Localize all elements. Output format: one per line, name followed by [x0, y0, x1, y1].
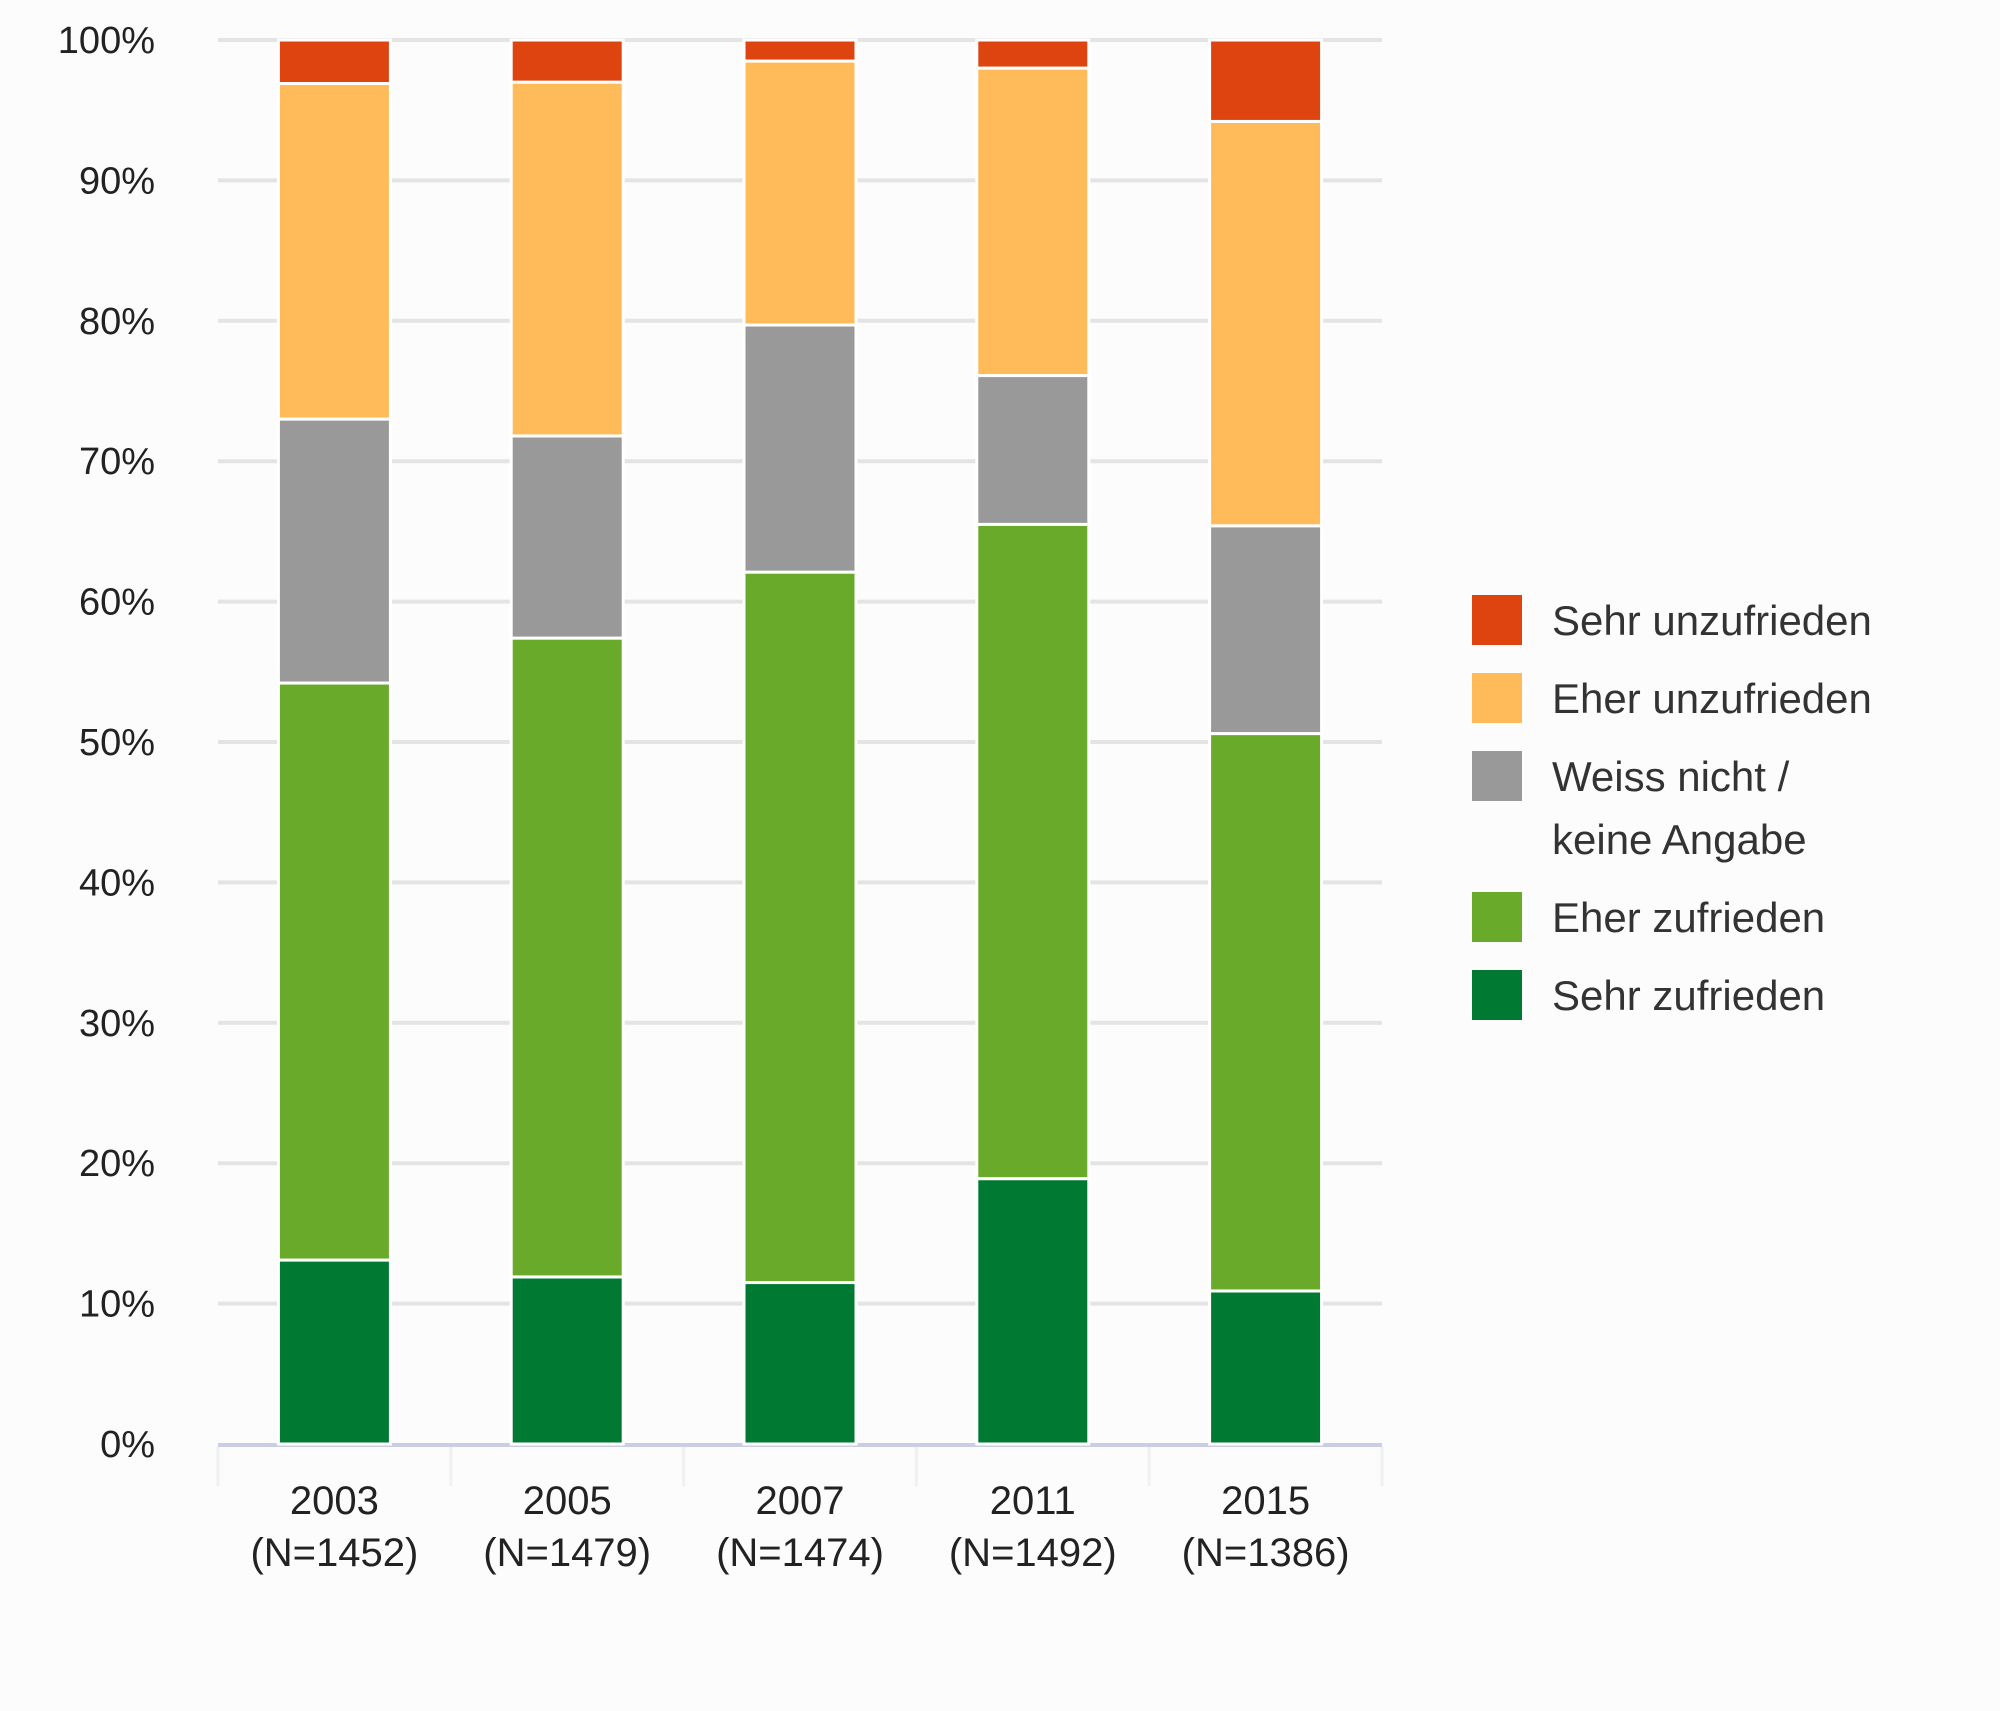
x-category-year: 2005	[523, 1479, 612, 1523]
y-tick-label: 50%	[79, 722, 155, 764]
x-category-n: (N=1479)	[483, 1531, 651, 1575]
bar-segment-sehr-zufrieden-2015	[1208, 1289, 1324, 1446]
axes: 0% 10% 20% 30% 40% 50% 60% 70% 80% 90% 100%	[58, 20, 1384, 1486]
y-tick-label: 100%	[58, 20, 155, 62]
bar-segment-sehr-unzufrieden-2015	[1208, 38, 1324, 123]
legend-label-eher-unzufrieden: Eher unzufrieden	[1552, 675, 1872, 722]
legend-swatch-weiss-nicht-keine-angabe	[1472, 751, 1522, 801]
y-tick-label: 0%	[100, 1424, 155, 1466]
x-category-year: 2011	[990, 1479, 1076, 1523]
y-tick-label: 40%	[79, 862, 155, 904]
bar-segment-sehr-zufrieden-2011	[975, 1177, 1091, 1446]
y-tick-label: 20%	[79, 1143, 155, 1185]
x-category-year: 2007	[756, 1479, 845, 1523]
bar-segment-eher-unzufrieden-2007	[742, 59, 858, 327]
bar-segment-sehr-unzufrieden-2005	[509, 38, 625, 84]
y-tick-label: 70%	[79, 441, 155, 483]
bar-segment-weiss-nicht-keine-angabe-2015	[1208, 524, 1324, 736]
bar-segment-sehr-unzufrieden-2007	[742, 38, 858, 63]
legend-swatch-sehr-zufrieden	[1472, 970, 1522, 1020]
y-tick-label: 60%	[79, 582, 155, 624]
legend-swatch-eher-zufrieden	[1472, 892, 1522, 942]
legend-swatch-eher-unzufrieden	[1472, 673, 1522, 723]
bar-segment-sehr-zufrieden-2007	[742, 1281, 858, 1446]
bar-segment-weiss-nicht-keine-angabe-2011	[975, 374, 1091, 526]
legend-label-sehr-unzufrieden: Sehr unzufrieden	[1552, 597, 1872, 644]
bar-segment-eher-unzufrieden-2015	[1208, 119, 1324, 528]
bar-segment-eher-zufrieden-2003	[276, 681, 392, 1262]
y-tick-label: 80%	[79, 301, 155, 343]
bar-segment-eher-unzufrieden-2011	[975, 66, 1091, 378]
legend-label-weiss-nicht-keine-angabe: keine Angabe	[1552, 816, 1807, 863]
bar-segment-sehr-zufrieden-2005	[509, 1275, 625, 1446]
bar-segment-eher-unzufrieden-2005	[509, 80, 625, 438]
y-tick-label: 90%	[79, 160, 155, 202]
x-category-year: 2003	[290, 1479, 379, 1523]
x-category-n: (N=1452)	[250, 1531, 418, 1575]
x-category-n: (N=1386)	[1182, 1531, 1350, 1575]
bar-segment-weiss-nicht-keine-angabe-2005	[509, 434, 625, 640]
bar-segment-sehr-unzufrieden-2011	[975, 38, 1091, 70]
x-category-n: (N=1474)	[716, 1531, 884, 1575]
bar-segment-eher-zufrieden-2015	[1208, 732, 1324, 1293]
y-tick-label: 30%	[79, 1003, 155, 1045]
bar-segment-sehr-zufrieden-2003	[276, 1258, 392, 1446]
bar-segment-weiss-nicht-keine-angabe-2003	[276, 417, 392, 685]
bars	[276, 38, 1324, 1446]
legend: Sehr unzufrieden Eher unzufrieden Weiss ni…	[1472, 595, 1872, 1020]
bar-segment-eher-unzufrieden-2003	[276, 82, 392, 421]
legend-label-weiss-nicht-keine-angabe: Weiss nicht /	[1552, 753, 1790, 800]
y-tick-label: 10%	[79, 1284, 155, 1326]
legend-label-eher-zufrieden: Eher zufrieden	[1552, 894, 1825, 941]
x-category-n: (N=1492)	[949, 1531, 1117, 1575]
bar-segment-weiss-nicht-keine-angabe-2007	[742, 323, 858, 574]
x-axis-labels: 2003 (N=1452) 2005 (N=1479) 2007 (N=1474) 2011…	[250, 1479, 1349, 1575]
legend-label-sehr-zufrieden: Sehr zufrieden	[1552, 972, 1825, 1019]
bar-segment-eher-zufrieden-2007	[742, 570, 858, 1285]
bar-segment-sehr-unzufrieden-2003	[276, 38, 392, 86]
bar-segment-eher-zufrieden-2011	[975, 522, 1091, 1181]
legend-swatch-sehr-unzufrieden	[1472, 595, 1522, 645]
x-category-year: 2015	[1221, 1479, 1310, 1523]
bar-segment-eher-zufrieden-2005	[509, 636, 625, 1279]
